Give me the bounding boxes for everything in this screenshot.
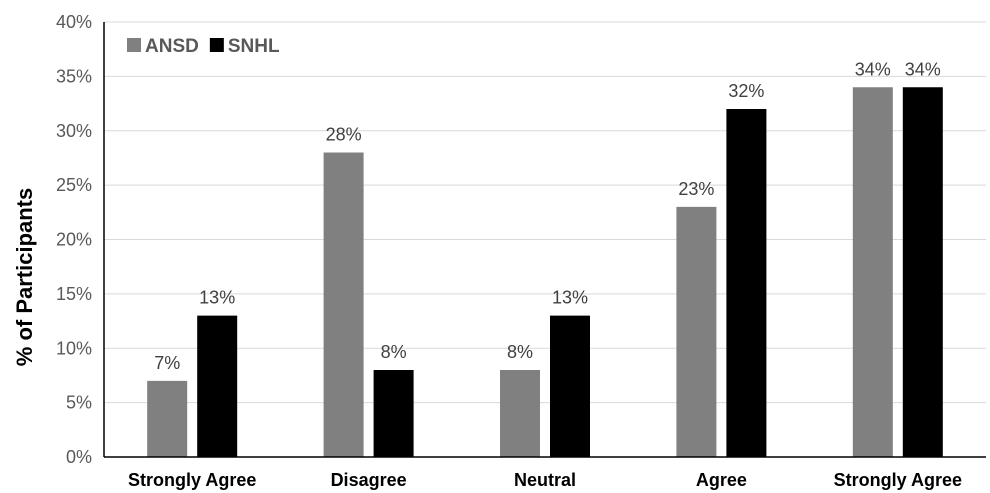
bar-snhl [197,315,238,457]
bar-ansd [676,206,717,457]
data-label-snhl: 13% [552,288,588,308]
y-tick-label: 15% [56,284,92,304]
legend-label-snhl: SNHL [228,36,280,57]
data-labels: 7% 13% 28% 8% 8% 13% 23% 32% 34% 34% [154,59,941,373]
y-tick-label: 10% [56,338,92,358]
bar-snhl [902,87,943,457]
bar-ansd [852,87,893,457]
y-axis-title: % of Participants [12,188,37,366]
x-category-label: Disagree [331,470,407,490]
y-tick-label: 40% [56,12,92,32]
y-tick-label: 30% [56,121,92,141]
legend: ANSD SNHL [127,36,280,57]
legend-label-ansd: ANSD [145,36,199,57]
data-label-snhl: 32% [728,81,764,101]
bar-ansd [500,370,540,457]
data-label-ansd: 23% [678,179,714,199]
axes: 0% 5% 10% 15% 20% 25% 30% 35% 40% Strongly Agree D… [56,12,986,490]
x-category-label: Strongly Agree [128,470,256,490]
y-tick-label: 25% [56,175,92,195]
bar-ansd [323,152,364,457]
x-category-label: Agree [696,470,747,490]
y-tick-label: 0% [66,447,92,467]
bar-snhl [726,109,767,457]
x-category-label: Neutral [514,470,576,490]
gridlines [104,21,986,404]
data-label-snhl: 8% [381,342,407,362]
bars [147,87,943,457]
bar-snhl [373,370,414,457]
data-label-ansd: 7% [154,353,180,373]
legend-swatch-ansd [127,38,141,52]
data-label-ansd: 34% [855,59,891,79]
y-tick-label: 20% [56,230,92,250]
bar-snhl [550,315,590,457]
data-label-ansd: 28% [326,125,362,145]
y-tick-label: 35% [56,66,92,86]
data-label-ansd: 8% [507,342,533,362]
data-label-snhl: 34% [905,59,941,79]
bar-ansd [147,380,188,457]
x-category-label: Strongly Agree [834,470,962,490]
data-label-snhl: 13% [199,288,235,308]
y-tick-label: 5% [66,393,92,413]
legend-swatch-snhl [209,38,224,52]
